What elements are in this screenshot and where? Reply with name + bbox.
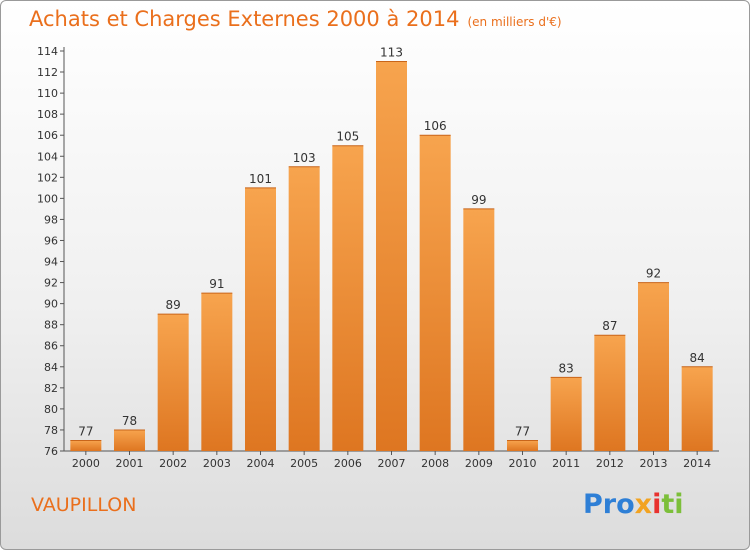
data-label: 78 — [122, 414, 137, 428]
x-tick-label: 2011 — [552, 457, 580, 470]
bar — [550, 377, 582, 451]
proxiti-logo: Proxiti — [583, 489, 684, 520]
y-tick-label: 78 — [44, 424, 58, 437]
y-tick-label: 106 — [37, 129, 58, 142]
bar — [114, 429, 145, 451]
x-tick-label: 2009 — [465, 457, 493, 470]
bar — [201, 293, 233, 451]
y-tick-label: 112 — [37, 66, 58, 79]
data-label: 77 — [78, 424, 93, 438]
logo-part-2: x — [634, 489, 653, 520]
data-label: 105 — [336, 130, 359, 144]
x-tick-label: 2001 — [116, 457, 144, 470]
bar — [70, 440, 102, 451]
data-label: 84 — [690, 351, 705, 365]
bar — [157, 314, 189, 451]
y-tick-label: 94 — [44, 256, 58, 269]
x-tick-label: 2013 — [640, 457, 668, 470]
y-tick-label: 98 — [44, 213, 58, 226]
data-label: 99 — [471, 193, 486, 207]
y-tick-label: 102 — [37, 171, 58, 184]
bar — [681, 366, 713, 451]
data-label: 87 — [602, 319, 617, 333]
bar — [638, 282, 669, 451]
x-tick-label: 2012 — [596, 457, 624, 470]
y-tick-label: 110 — [37, 87, 58, 100]
x-tick-label: 2003 — [203, 457, 231, 470]
y-tick-label: 96 — [44, 234, 58, 247]
logo-part-3: i — [652, 489, 662, 520]
y-tick-label: 88 — [44, 319, 58, 332]
x-tick-label: 2000 — [72, 457, 100, 470]
bar — [594, 335, 626, 451]
x-tick-label: 2010 — [509, 457, 537, 470]
logo-part-1: Pro — [583, 489, 635, 520]
y-tick-label: 90 — [44, 298, 58, 311]
x-tick-label: 2004 — [247, 457, 275, 470]
x-tick-label: 2005 — [290, 457, 318, 470]
bar — [507, 440, 538, 451]
data-label: 89 — [166, 298, 181, 312]
y-tick-label: 80 — [44, 403, 58, 416]
logo-part-4: ti — [661, 489, 684, 520]
x-tick-label: 2008 — [421, 457, 449, 470]
y-tick-label: 114 — [37, 45, 58, 58]
x-tick-label: 2014 — [683, 457, 711, 470]
y-tick-label: 108 — [37, 108, 58, 121]
x-tick-label: 2007 — [378, 457, 406, 470]
title-text: Achats et Charges Externes 2000 à 2014 — [29, 7, 460, 31]
y-tick-label: 92 — [44, 277, 58, 290]
bar — [419, 135, 451, 452]
data-label: 92 — [646, 267, 661, 281]
bar — [245, 187, 276, 451]
bar — [332, 145, 364, 451]
x-tick-label: 2002 — [159, 457, 187, 470]
y-tick-label: 86 — [44, 340, 58, 353]
data-label: 113 — [380, 46, 403, 60]
place-name: VAUPILLON — [31, 494, 137, 516]
data-label: 101 — [249, 172, 272, 186]
bar — [463, 208, 495, 451]
x-tick-label: 2006 — [334, 457, 362, 470]
data-label: 103 — [293, 151, 316, 165]
y-tick-label: 84 — [44, 361, 58, 374]
data-label: 83 — [559, 361, 574, 375]
bar — [376, 61, 407, 452]
data-label: 91 — [209, 277, 224, 291]
chart-subtitle: (en milliers d'€) — [467, 15, 562, 29]
y-tick-label: 76 — [44, 445, 58, 458]
bar — [288, 166, 320, 451]
y-tick-label: 104 — [37, 150, 58, 163]
data-label: 77 — [515, 424, 530, 438]
data-label: 106 — [424, 119, 447, 133]
y-tick-label: 100 — [37, 192, 58, 205]
y-tick-label: 82 — [44, 382, 58, 395]
chart-title: Achats et Charges Externes 2000 à 2014 (e… — [29, 7, 562, 31]
